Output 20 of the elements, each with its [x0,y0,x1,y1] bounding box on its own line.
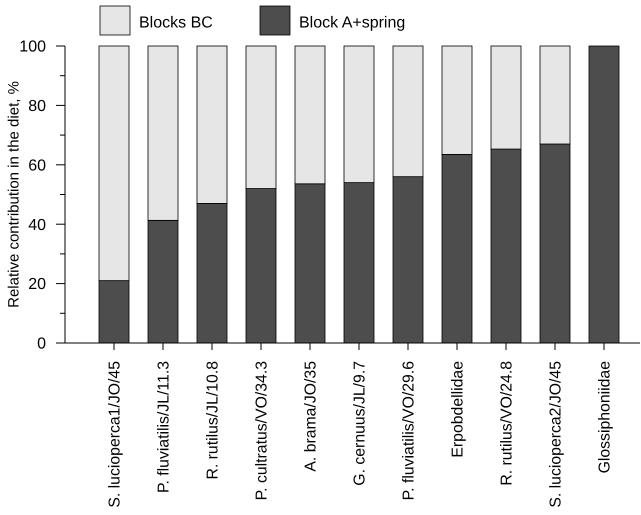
x-tick-label: S. lucioperca1/JO/45 [106,360,124,508]
y-tick-label: 40 [28,216,46,234]
legend-label: Blocks BC [139,14,213,32]
y-tick-label: 60 [28,157,46,174]
x-tick-label: A. brama/JO/35 [302,360,320,472]
x-tick-label: G. cernuus/JL/9.7 [352,361,369,486]
x-tick-label: Erpobdellidae [450,360,467,458]
y-tick-label: 0 [37,336,46,353]
y-axis-title: Relative contribution in the diet, % [5,81,22,308]
x-tick-label: P. fluviatilis/JL/11.3 [156,360,173,494]
x-tick-label: Glossiphoniidae [596,360,614,474]
x-tick-label: R. rutilus/VO/24.8 [498,360,516,486]
legend-label: Block A+spring [299,14,406,32]
x-tick-label: P. fluviatilis/VO/29.6 [400,360,418,500]
y-tick-label: 20 [28,276,46,294]
x-tick-label: S. lucioperca2/JO/45 [548,360,565,508]
y-tick-label: 100 [19,38,46,56]
x-tick-label: P. cultratus/VO/34.3 [254,360,271,500]
y-tick-label: 80 [28,98,46,115]
x-tick-label: R. rutilus/JL/10.8 [204,360,222,480]
